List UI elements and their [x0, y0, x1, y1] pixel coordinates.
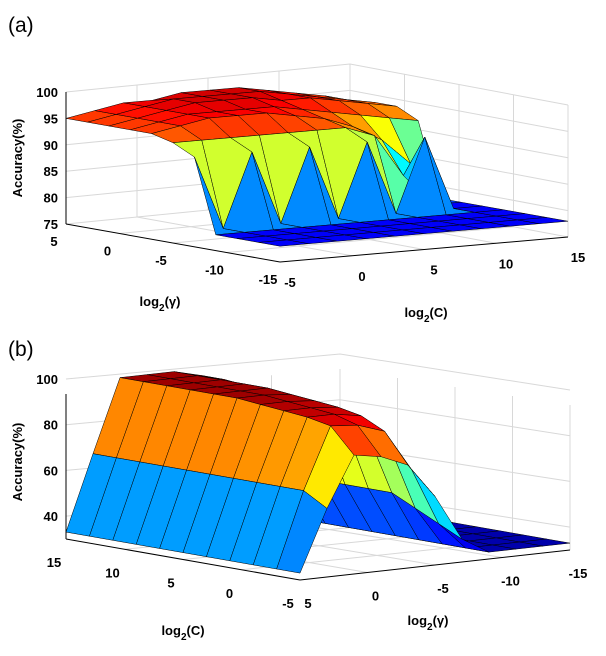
x-tick-label: -5: [282, 596, 294, 611]
z-tick-label: 80: [44, 418, 58, 433]
y-tick-label: 0: [372, 589, 379, 604]
panel-label: (a): [8, 14, 34, 37]
y-tick-label: -5: [155, 253, 167, 268]
x-axis-label: log2(C): [404, 305, 447, 325]
surface-patch: [517, 217, 569, 224]
z-tick-label: 95: [44, 111, 58, 126]
y-tick-label: 0: [104, 244, 111, 259]
y-tick-label: -5: [437, 581, 449, 596]
axis-line: [65, 223, 281, 263]
x-axis-label-arg: (C): [430, 305, 448, 320]
y-tick-label: -10: [205, 263, 224, 278]
z-tick-label: 75: [44, 217, 58, 232]
axis-line: [65, 538, 301, 581]
x-tick-label: 10: [499, 256, 513, 271]
z-tick-label: 40: [44, 509, 58, 524]
x-tick-label: 5: [167, 576, 174, 591]
y-axis-label-base: log: [140, 294, 160, 309]
z-tick-label: 60: [44, 463, 58, 478]
z-tick-label: 90: [44, 138, 58, 153]
y-axis-label-arg: (γ): [433, 613, 449, 628]
axis-line: [279, 236, 569, 263]
z-gridline: [65, 353, 571, 391]
x-tick-label: 5: [430, 263, 437, 278]
y-tick-label: 5: [304, 596, 311, 611]
y-tick-label: -10: [501, 574, 520, 589]
x-tick-label: 0: [226, 586, 233, 601]
x-tick-label: -5: [284, 275, 296, 290]
y-axis-label-sub: 2: [427, 622, 433, 633]
x-axis-label-sub: 2: [181, 632, 187, 643]
y-axis-label-arg: (γ): [165, 294, 181, 309]
z-axis-label: Accuracy(%): [10, 119, 25, 198]
y-tick-label: -15: [569, 566, 588, 581]
x-tick-label: 15: [571, 250, 585, 265]
panel-a: 75 80 85 90 95 100 -5 0 5 10 15 5 0 -5 -10 -15 (a) Accura…: [8, 14, 585, 325]
x-tick-label: 0: [358, 269, 365, 284]
axis-line: [299, 549, 571, 581]
y-axis-label-base: log: [408, 613, 428, 628]
x-axis-label-base: log: [161, 623, 181, 638]
y-axis-label: log2(γ): [140, 294, 181, 314]
panel-b: 40 60 80 100 15 10 5 0 -5 5 0 -5 -10 -15 (b) Accuracy(%…: [8, 338, 587, 643]
z-tick-label: 85: [44, 164, 58, 179]
z-tick-label: 100: [36, 372, 58, 387]
x-axis-label-sub: 2: [424, 314, 430, 325]
y-axis-label-sub: 2: [159, 303, 165, 314]
x-axis-label-base: log: [404, 305, 424, 320]
y-axis-label: log2(γ): [408, 613, 449, 633]
x-axis-label: log2(C): [161, 623, 204, 643]
y-tick-label: -15: [259, 272, 278, 287]
x-tick-label: 10: [105, 565, 119, 580]
z-tick-label: 100: [36, 85, 58, 100]
z-axis-label: Accuracy(%): [10, 423, 25, 502]
x-tick-label: 15: [47, 555, 61, 570]
panel-label: (b): [8, 338, 34, 361]
surface-patch: [276, 490, 328, 574]
z-tick-label: 80: [44, 191, 58, 206]
x-axis-label-arg: (C): [187, 623, 205, 638]
y-tick-label: 5: [50, 234, 57, 249]
